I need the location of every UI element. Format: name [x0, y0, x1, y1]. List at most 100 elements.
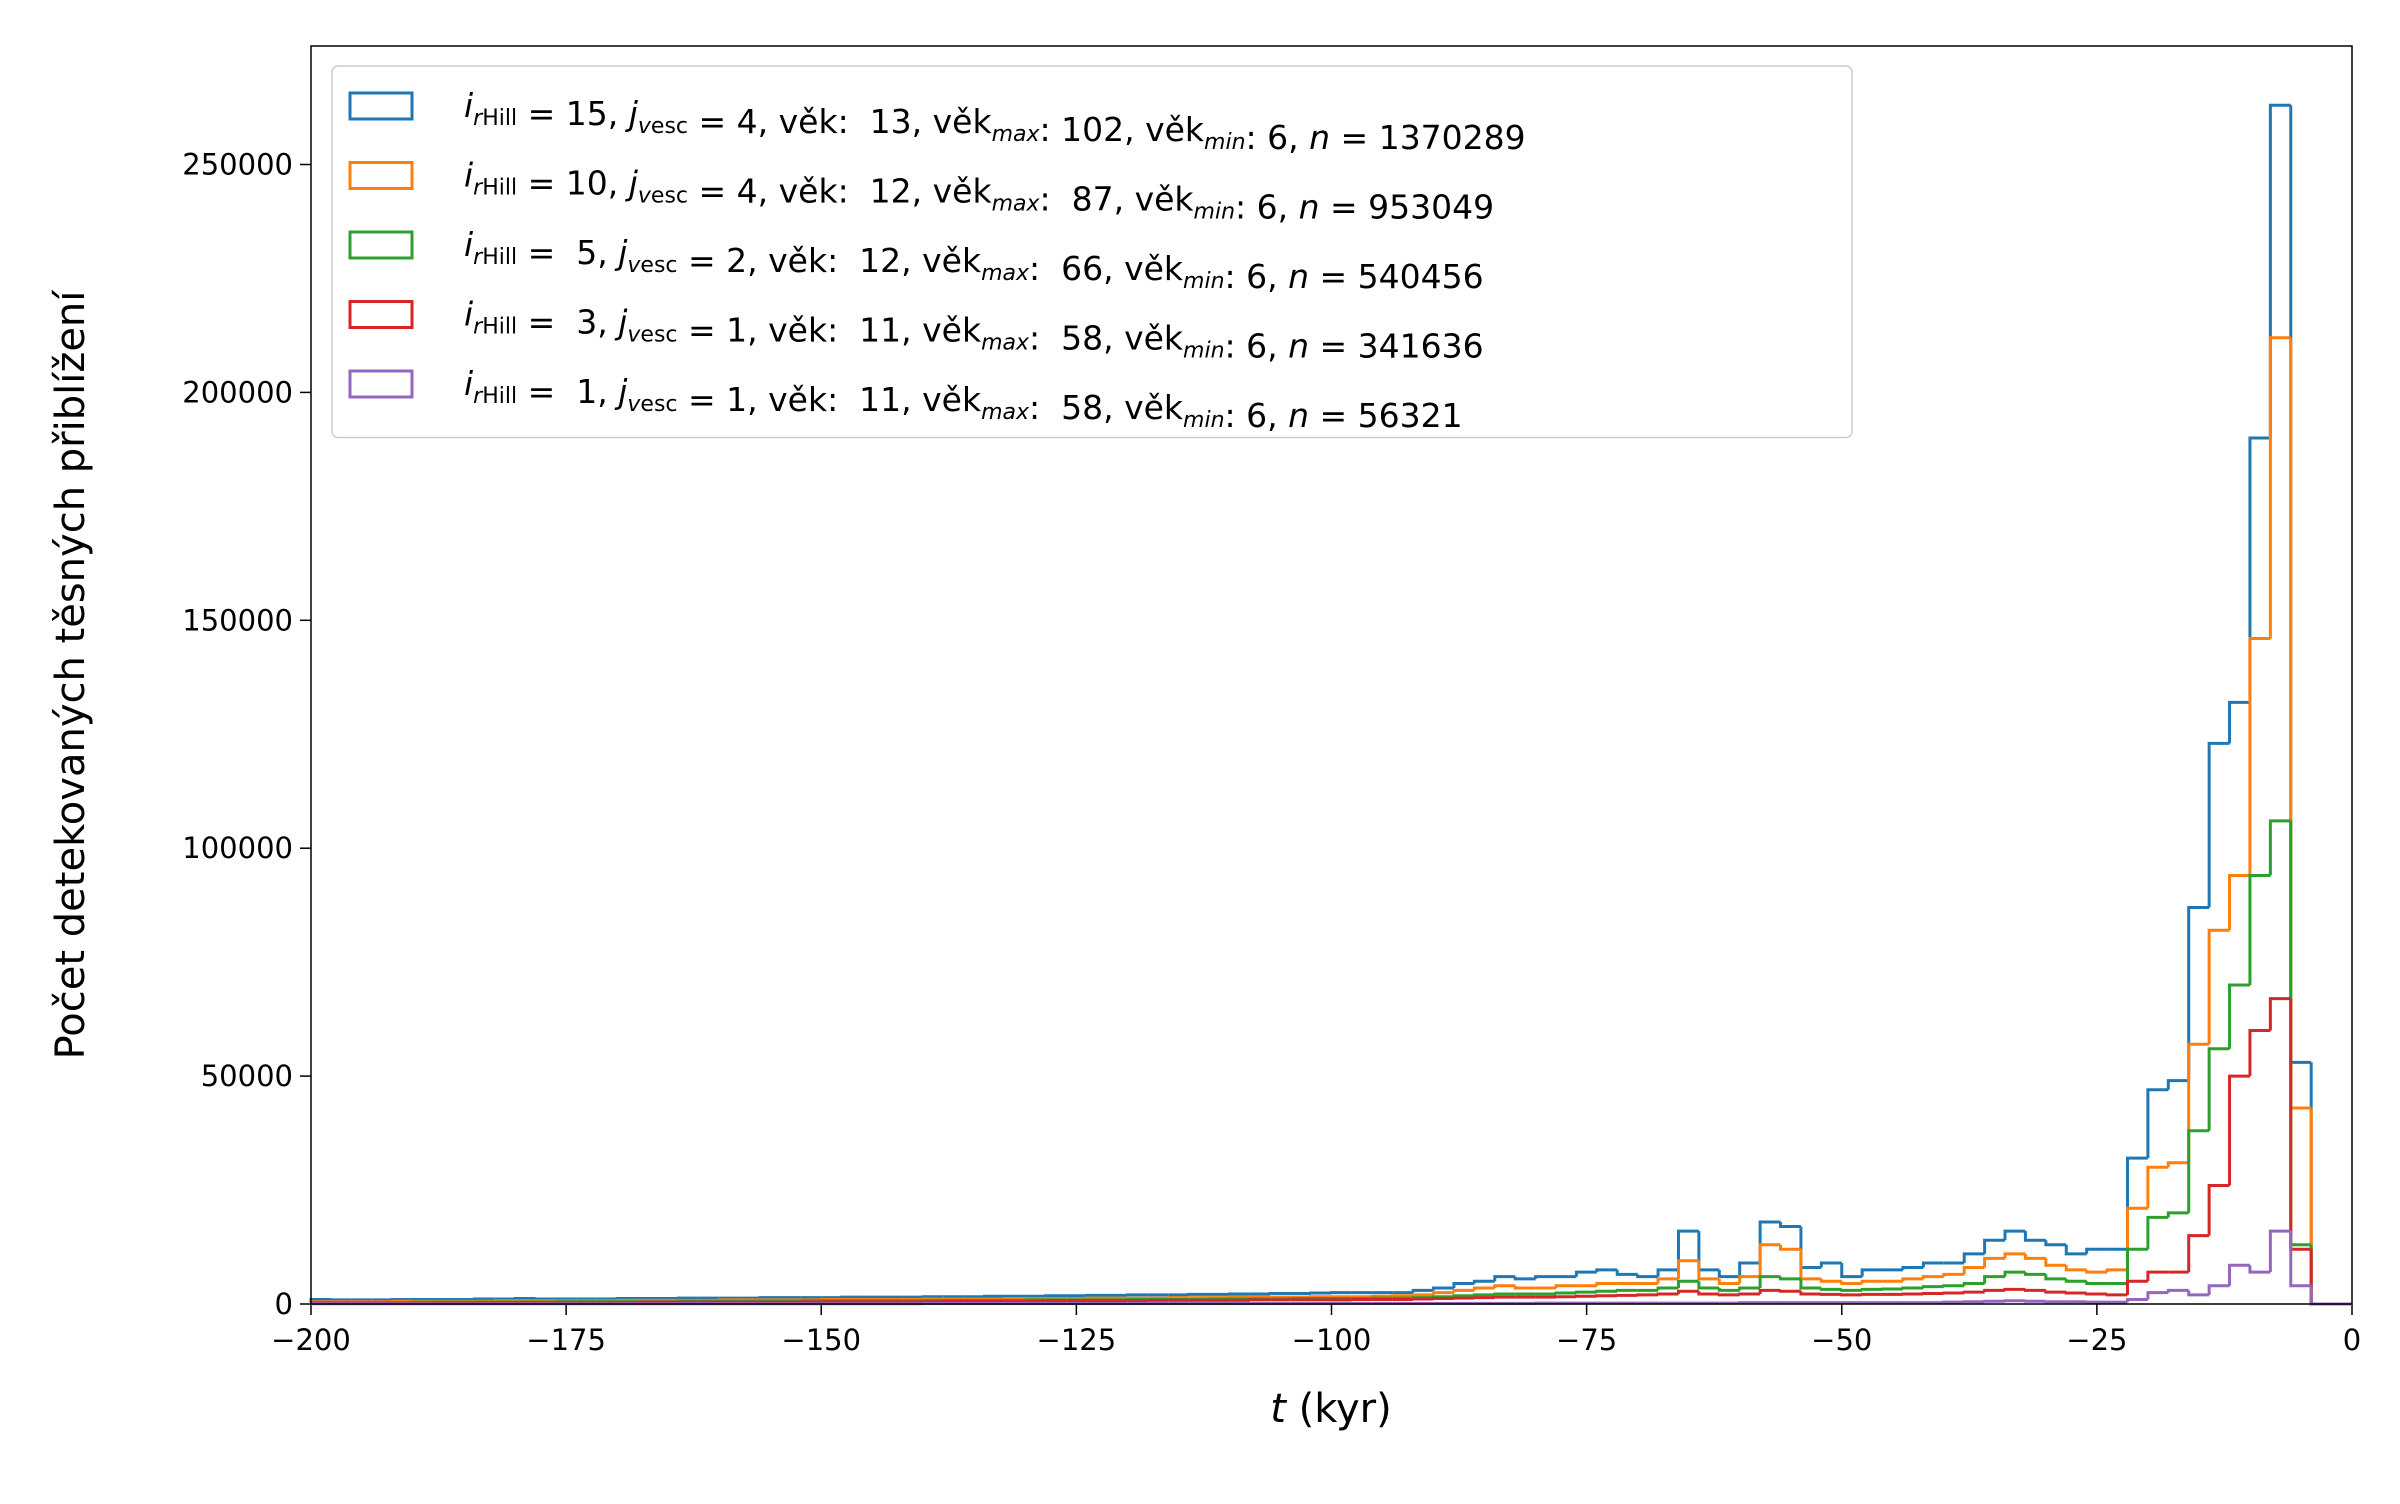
histogram-step — [2311, 1245, 2331, 1304]
histogram-step — [1964, 1292, 1984, 1293]
histogram-step — [2066, 1265, 2086, 1270]
histogram-step — [2311, 1286, 2331, 1304]
histogram-step — [2270, 821, 2290, 876]
x-tick-label: −200 — [271, 1323, 351, 1357]
histogram-step — [2189, 1131, 2209, 1213]
histogram-step — [1638, 1274, 1658, 1276]
histogram-step — [1699, 1231, 1719, 1270]
histogram-step — [1556, 1293, 1576, 1294]
histogram-step — [2311, 1249, 2331, 1304]
histogram-step — [2025, 1272, 2045, 1274]
histogram-step — [1821, 1263, 1841, 1268]
histogram-step — [2148, 1272, 2168, 1281]
histogram-step — [1719, 1288, 1739, 1290]
histogram-step — [1944, 1274, 1964, 1276]
histogram-step — [2046, 1274, 2066, 1279]
histogram-step — [2127, 1299, 2147, 1302]
histogram-step — [2168, 1163, 2188, 1168]
histogram-step — [1903, 1268, 1923, 1270]
y-tick-label: 50000 — [201, 1059, 293, 1093]
x-axis-label: t (kyr) — [1270, 1386, 1391, 1432]
histogram-step — [1454, 1290, 1474, 1292]
histogram-step — [2189, 1044, 2209, 1163]
series — [311, 338, 2352, 1304]
histogram-step — [1678, 1231, 1698, 1270]
histogram-step — [1617, 1270, 1637, 1275]
histogram-step — [1801, 1227, 1821, 1268]
histogram-step — [1699, 1281, 1719, 1288]
histogram-step — [1719, 1294, 1739, 1295]
histogram-step — [2270, 338, 2290, 639]
histogram-step — [1903, 1279, 1923, 1281]
histogram-step — [1678, 1261, 1698, 1279]
histogram-step — [2087, 1293, 2107, 1294]
histogram-step — [2127, 1249, 2147, 1283]
histogram-step — [2250, 639, 2270, 876]
histogram-step — [2168, 1081, 2188, 1090]
histogram-step — [2066, 1279, 2086, 1281]
histogram-step — [2005, 1289, 2025, 1290]
histogram-step — [1781, 1222, 1801, 1227]
histogram-step — [2127, 1158, 2147, 1249]
histogram-step — [2107, 1270, 2127, 1272]
histogram-step — [1495, 1286, 1515, 1288]
x-tick-label: 0 — [2343, 1323, 2361, 1357]
histogram-step — [1536, 1277, 1556, 1279]
histogram-step — [1699, 1291, 1719, 1294]
histogram-step — [1678, 1281, 1698, 1288]
histogram-step — [1760, 1277, 1780, 1288]
histogram-step — [1474, 1295, 1494, 1296]
histogram-step — [2066, 1292, 2086, 1293]
histogram-step — [1454, 1283, 1474, 1288]
histogram-step — [2291, 821, 2311, 1245]
histogram-step — [2250, 1265, 2270, 1272]
histogram-step — [1964, 1254, 1984, 1263]
histogram-step — [1964, 1268, 1984, 1275]
histogram-step — [1821, 1288, 1841, 1289]
histogram-step — [1923, 1277, 1943, 1279]
histogram-step — [1597, 1270, 1617, 1272]
histogram-step — [2025, 1231, 2045, 1240]
x-tick-label: −125 — [1037, 1323, 1117, 1357]
histogram-step — [2189, 1290, 2209, 1295]
histogram-step — [1719, 1279, 1739, 1284]
y-tick-label: 200000 — [182, 375, 293, 409]
histogram-step — [1454, 1296, 1474, 1297]
histogram-step — [2025, 1254, 2045, 1259]
histogram-step — [2168, 1290, 2188, 1292]
histogram-step — [1801, 1249, 1821, 1279]
histogram-step — [1944, 1286, 1964, 1287]
histogram-step — [1658, 1288, 1678, 1290]
histogram-step — [1781, 1290, 1801, 1291]
histogram-step — [2291, 338, 2311, 1108]
histogram-step — [2270, 999, 2290, 1031]
histogram-step — [2046, 1258, 2066, 1265]
histogram-step — [2025, 1289, 2045, 1290]
histogram-step — [2209, 1286, 2229, 1295]
histogram-step — [1760, 1222, 1780, 1263]
histogram-step — [1862, 1281, 1882, 1283]
histogram-step — [2087, 1281, 2107, 1283]
histogram-step — [2005, 1231, 2025, 1240]
histogram-step — [1597, 1291, 1617, 1292]
histogram-step — [2148, 1167, 2168, 1208]
histogram-step — [2189, 907, 2209, 1080]
histogram-step — [1760, 1290, 1780, 1294]
histogram-step — [2250, 1031, 2270, 1077]
x-tick-label: −175 — [526, 1323, 606, 1357]
histogram-step — [1760, 1245, 1780, 1277]
histogram-step — [1658, 1279, 1678, 1284]
histogram-step — [1740, 1263, 1760, 1277]
histogram-step — [1434, 1288, 1454, 1290]
x-tick-label: −100 — [1292, 1323, 1372, 1357]
histogram-step — [1842, 1289, 1862, 1290]
histogram-step — [1964, 1283, 1984, 1285]
histogram-step — [1495, 1294, 1515, 1295]
histogram-step — [1740, 1294, 1760, 1295]
histogram-step — [1719, 1270, 1739, 1277]
histogram-step — [1923, 1287, 1943, 1288]
histogram-step — [2087, 1249, 2107, 1254]
histogram-step — [1903, 1288, 1923, 1289]
